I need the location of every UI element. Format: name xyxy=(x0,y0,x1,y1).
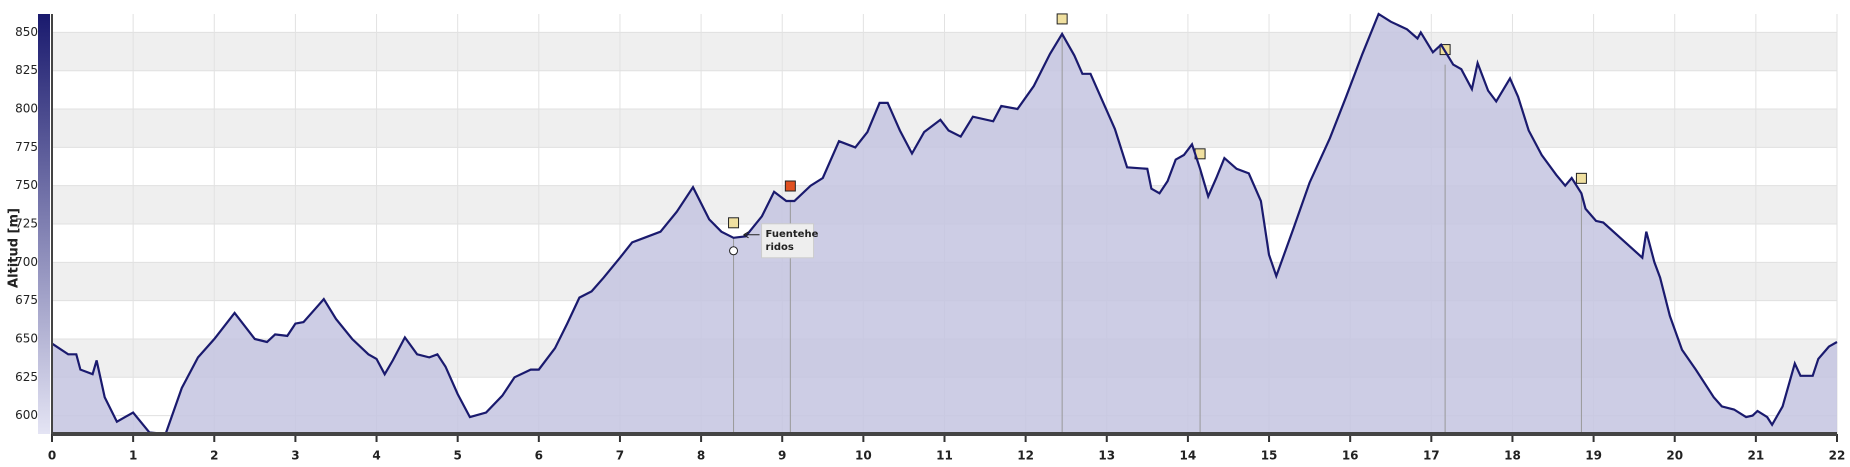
x-tick-label: 7 xyxy=(616,449,624,463)
gradient-bar xyxy=(38,14,50,434)
y-tick-label: 700 xyxy=(15,255,38,269)
x-tick-label: 1 xyxy=(129,449,137,463)
annotation-point xyxy=(729,246,739,256)
y-tick-label: 750 xyxy=(15,178,38,192)
y-tick-label: 625 xyxy=(15,370,38,384)
annotation-text: Fuentehe xyxy=(766,229,819,240)
area xyxy=(52,14,1837,434)
x-tick-label: 8 xyxy=(697,449,705,463)
x-tick-label: 5 xyxy=(454,449,462,463)
x-tick-label: 20 xyxy=(1666,449,1683,463)
annotation-arrow xyxy=(743,231,760,239)
x-tick-label: 18 xyxy=(1504,449,1521,463)
x-tick-label: 14 xyxy=(1180,449,1197,463)
x-tick-label: 22 xyxy=(1829,449,1846,463)
waypoint-icon xyxy=(728,217,740,229)
x-tick-label: 16 xyxy=(1342,449,1359,463)
x-tick-label: 19 xyxy=(1585,449,1602,463)
y-tick-label: 775 xyxy=(15,140,38,154)
x-tick-label: 2 xyxy=(210,449,218,463)
y-tick-label: 600 xyxy=(15,408,38,422)
y-tick-label: 800 xyxy=(15,102,38,116)
y-tick-label: 650 xyxy=(15,331,38,345)
x-tick-label: 11 xyxy=(936,449,953,463)
x-tick-label: 9 xyxy=(778,449,786,463)
x-tick-label: 3 xyxy=(291,449,299,463)
x-tick-label: 15 xyxy=(1261,449,1278,463)
x-tick-label: 21 xyxy=(1748,449,1765,463)
x-tick-label: 10 xyxy=(855,449,872,463)
x-tick-label: 0 xyxy=(48,449,56,463)
x-tick-label: 13 xyxy=(1098,449,1115,463)
waypoint-icon xyxy=(784,180,796,192)
annotation-text: ridos xyxy=(766,242,794,253)
y-tick-label: 725 xyxy=(15,217,38,231)
y-tick-label: 850 xyxy=(15,25,38,39)
x-tick-label: 17 xyxy=(1423,449,1440,463)
annotation-box xyxy=(761,223,815,259)
y-axis-label: Altitud [m] xyxy=(7,208,22,288)
waypoint-icon xyxy=(1056,13,1068,25)
x-tick-label: 6 xyxy=(535,449,543,463)
x-tick-label: 12 xyxy=(1017,449,1034,463)
line xyxy=(51,12,1838,436)
waypoint-icon xyxy=(1575,172,1587,184)
x-tick-label: 4 xyxy=(372,449,380,463)
y-tick-label: 825 xyxy=(15,63,38,77)
y-tick-label: 675 xyxy=(15,293,38,307)
